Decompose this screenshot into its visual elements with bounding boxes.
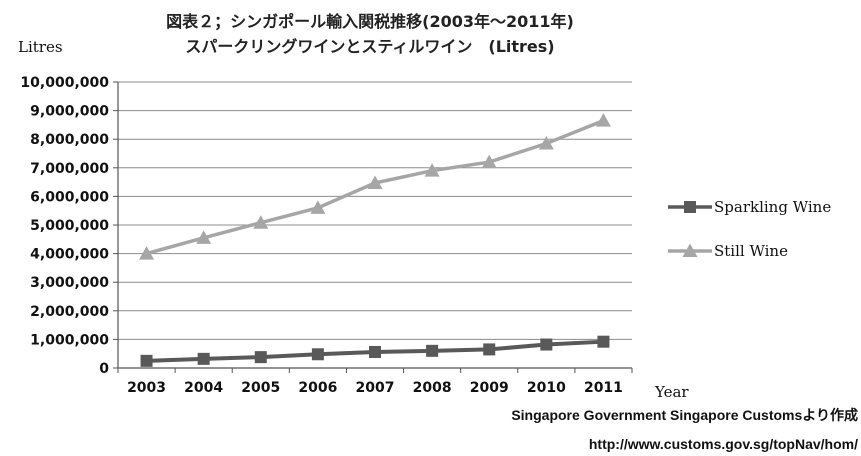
- chart-subtitle: スパークリングワインとスティルワイン (Litres): [185, 37, 554, 56]
- y-tick-label: 7,000,000: [30, 161, 109, 177]
- source-line-2: http://www.customs.gov.sg/topNav/hom/: [589, 436, 858, 452]
- y-tick-label: 10,000,000: [20, 75, 109, 91]
- data-point: [310, 200, 326, 214]
- y-tick-label: 8,000,000: [30, 132, 109, 148]
- legend-item: Sparkling Wine: [668, 198, 831, 216]
- x-tick-label: 2004: [184, 380, 223, 396]
- data-point: [197, 352, 210, 365]
- data-point: [196, 230, 212, 244]
- x-tick-label: 2005: [241, 380, 280, 396]
- data-point: [426, 344, 439, 357]
- x-tick-label: 2007: [356, 380, 395, 396]
- data-point: [253, 215, 269, 229]
- x-tick-label: 2003: [127, 380, 166, 396]
- data-point: [254, 351, 267, 364]
- x-axis-label: Year: [654, 383, 689, 401]
- legend-label: Still Wine: [714, 242, 788, 260]
- y-tick-labels: 0 1,000,000 2,000,000 3,000,000 4,000,000 5,0…: [20, 75, 109, 377]
- data-point: [139, 246, 155, 260]
- x-tick-labels: 2003 2004 2005 2006 2007 2008 2009 2010 2011: [127, 380, 623, 396]
- data-point: [311, 348, 324, 361]
- data-point: [424, 163, 440, 177]
- y-axis-label: Litres: [18, 38, 63, 56]
- series-still-wine: [139, 113, 611, 260]
- legend-item: Still Wine: [668, 242, 788, 260]
- x-tick-label: 2009: [470, 380, 509, 396]
- x-tick-label: 2006: [298, 380, 337, 396]
- y-tick-label: 1,000,000: [30, 332, 109, 348]
- y-tick-label: 2,000,000: [30, 304, 109, 320]
- x-tick-label: 2008: [413, 380, 452, 396]
- data-point: [540, 338, 553, 351]
- chart-title: 図表２；シンガポール輸入関税推移(2003年～2011年): [166, 12, 574, 31]
- data-point: [538, 135, 554, 150]
- data-point: [597, 335, 610, 348]
- y-tick-label: 5,000,000: [30, 218, 109, 234]
- axes: [113, 81, 633, 373]
- series: [139, 113, 611, 367]
- legend: Sparkling Wine Still Wine: [668, 198, 831, 260]
- y-tick-label: 6,000,000: [30, 189, 109, 205]
- source-line-1: Singapore Government Singapore Customsより…: [511, 407, 858, 423]
- y-tick-label: 0: [99, 361, 109, 377]
- data-point: [367, 175, 383, 189]
- y-tick-label: 9,000,000: [30, 104, 109, 120]
- legend-label: Sparkling Wine: [714, 198, 831, 216]
- data-point: [369, 345, 381, 358]
- data-point: [595, 113, 611, 127]
- data-point: [483, 343, 496, 356]
- legend-marker: [684, 201, 696, 213]
- series-sparkling-wine: [140, 335, 610, 367]
- gridlines: [118, 81, 632, 340]
- x-tick-label: 2010: [527, 380, 566, 396]
- y-tick-label: 3,000,000: [30, 275, 109, 291]
- x-tick-label: 2011: [584, 380, 623, 396]
- y-tick-label: 4,000,000: [30, 247, 109, 263]
- data-point: [140, 354, 153, 367]
- data-point: [481, 154, 497, 169]
- legend-marker: [682, 243, 698, 257]
